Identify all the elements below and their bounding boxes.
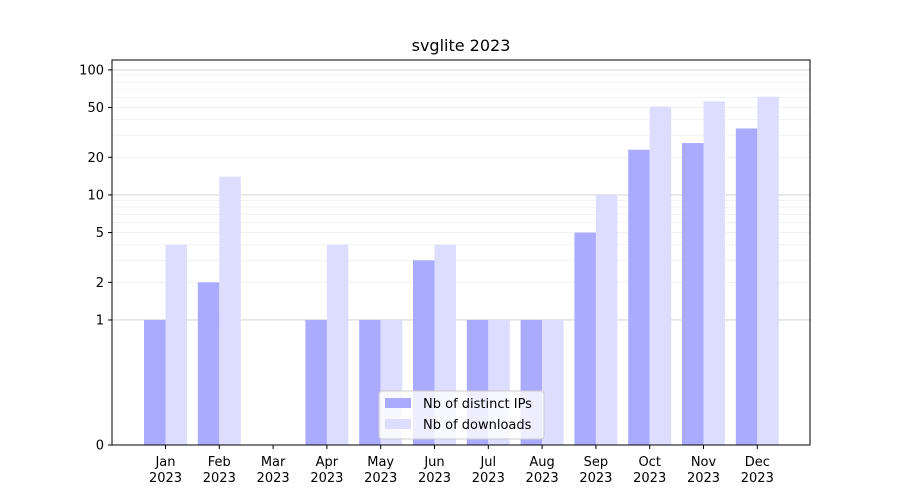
- x-axis: Jan2023Feb2023Mar2023Apr2023May2023Jun20…: [149, 445, 774, 486]
- bar-downloads: [649, 106, 672, 445]
- legend-label-downloads: Nb of downloads: [423, 418, 532, 433]
- x-tick-label-year: 2023: [418, 471, 451, 486]
- bar-downloads: [326, 244, 349, 445]
- x-tick-label-year: 2023: [203, 471, 236, 486]
- y-tick-label: 20: [87, 151, 104, 166]
- bar-distinct-ips: [682, 143, 704, 445]
- chart-title: svglite 2023: [412, 36, 511, 55]
- x-tick-label-month: Mar: [261, 455, 286, 470]
- bar-downloads: [542, 319, 564, 445]
- x-tick-label-month: Dec: [745, 455, 770, 470]
- y-tick-label: 0: [96, 439, 104, 454]
- legend-swatch-distinct-ips: [385, 398, 411, 408]
- x-tick-label-month: Jan: [154, 455, 175, 470]
- bar-distinct-ips: [197, 282, 220, 445]
- x-tick-label-month: Jun: [423, 455, 444, 470]
- x-tick-label-year: 2023: [687, 471, 720, 486]
- x-tick-label-month: Nov: [691, 455, 717, 470]
- x-tick-label-year: 2023: [364, 471, 397, 486]
- legend: Nb of distinct IPs Nb of downloads: [378, 390, 545, 440]
- bar-downloads: [165, 244, 187, 445]
- x-tick-label-year: 2023: [579, 471, 612, 486]
- y-tick-label: 50: [87, 101, 104, 116]
- x-tick-label-month: Feb: [208, 455, 231, 470]
- x-tick-label-year: 2023: [741, 471, 774, 486]
- bar-downloads: [757, 96, 779, 445]
- x-tick-label-year: 2023: [257, 471, 290, 486]
- legend-label-distinct-ips: Nb of distinct IPs: [423, 397, 532, 412]
- bar-downloads: [219, 176, 241, 445]
- bar-distinct-ips: [735, 128, 758, 445]
- x-tick-label-year: 2023: [633, 471, 666, 486]
- x-tick-label-month: Aug: [529, 455, 554, 470]
- y-tick-label: 2: [96, 276, 104, 291]
- bar-downloads: [595, 194, 618, 445]
- legend-box: [378, 390, 545, 440]
- bar-distinct-ips: [628, 149, 650, 446]
- x-tick-label-month: Oct: [638, 455, 660, 470]
- plot-frame: [111, 59, 811, 446]
- x-tick-label-year: 2023: [472, 471, 505, 486]
- y-tick-label: 10: [87, 188, 104, 203]
- x-tick-label-year: 2023: [310, 471, 343, 486]
- x-tick-label-month: May: [367, 455, 394, 470]
- y-tick-label: 100: [79, 63, 104, 78]
- bar-distinct-ips: [144, 319, 166, 445]
- y-tick-label: 1: [96, 313, 104, 328]
- x-tick-label-year: 2023: [526, 471, 559, 486]
- x-tick-label-month: Apr: [316, 455, 339, 470]
- bar-distinct-ips: [359, 319, 381, 445]
- x-tick-label-year: 2023: [149, 471, 182, 486]
- y-tick-label: 5: [96, 226, 104, 241]
- x-tick-label-month: Sep: [584, 455, 609, 470]
- bar-downloads: [703, 101, 725, 445]
- y-axis: 0 1 2 5 10 20 50 100: [79, 63, 112, 454]
- bar-distinct-ips: [574, 232, 596, 445]
- x-tick-label-month: Jul: [479, 455, 496, 470]
- legend-swatch-downloads: [385, 419, 411, 429]
- bar-distinct-ips: [305, 319, 327, 445]
